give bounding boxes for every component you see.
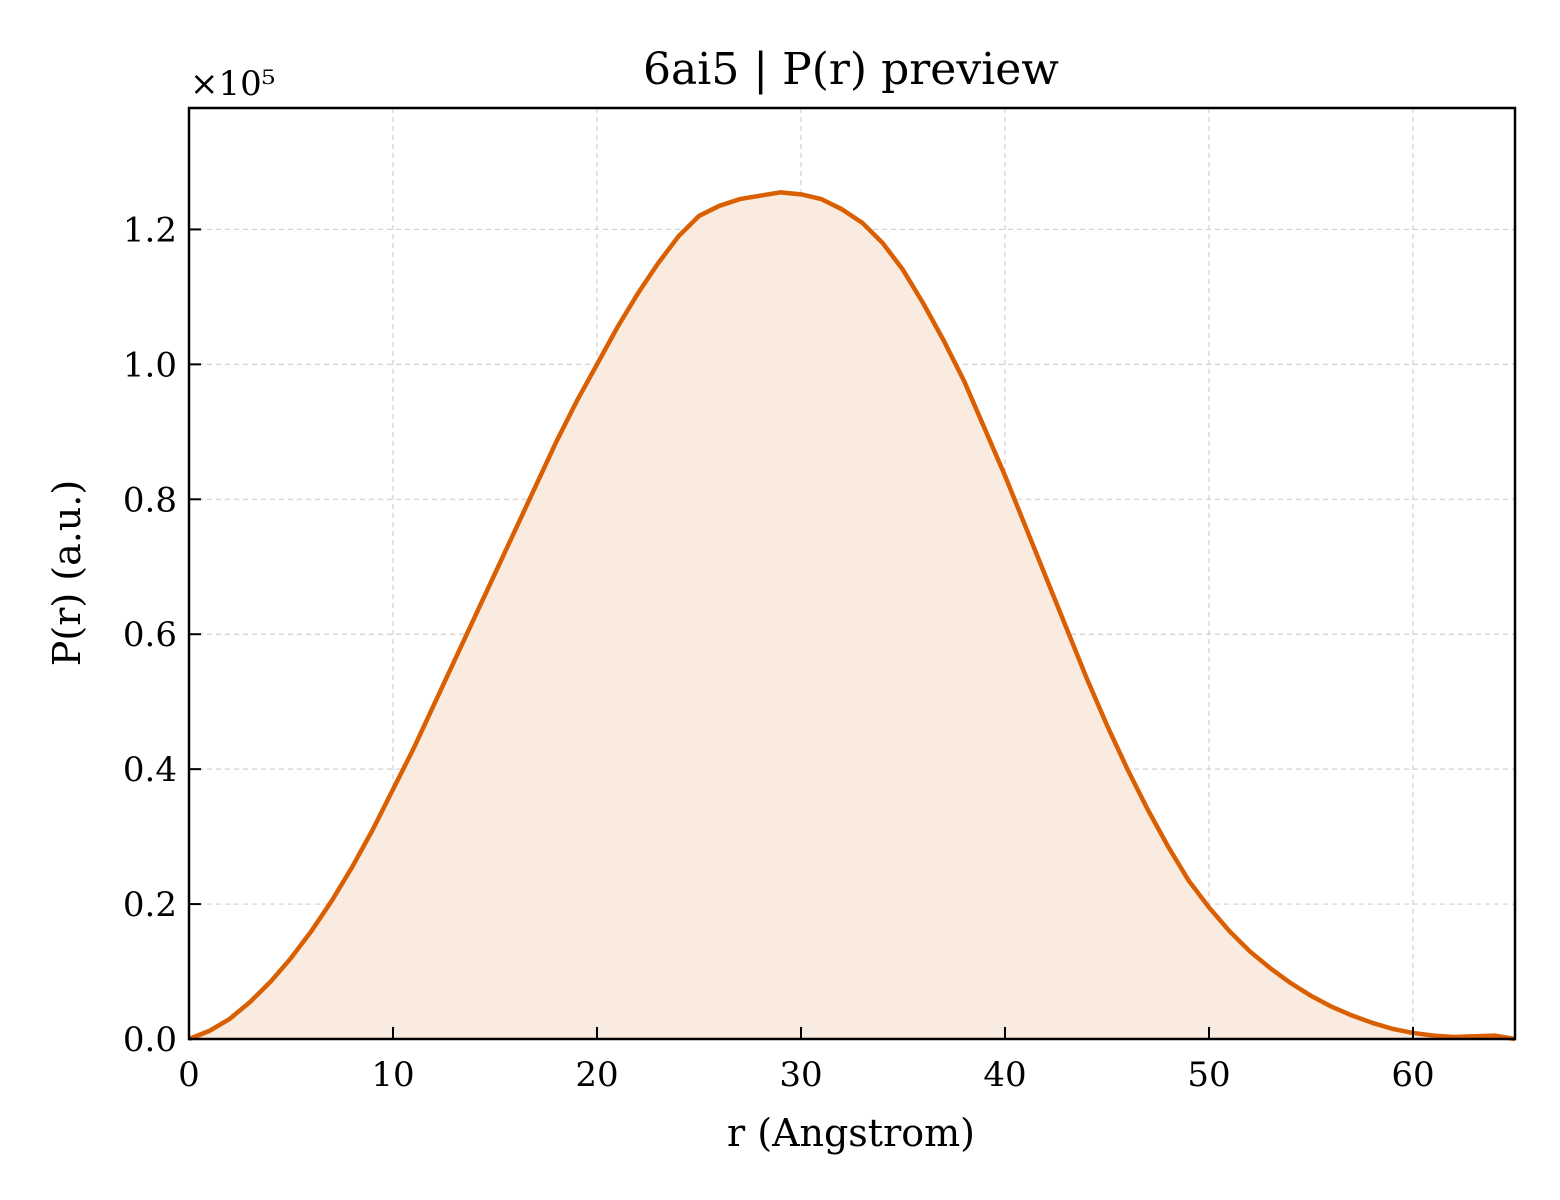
y-axis-ticks: 0.0 0.2 0.4 0.6 0.8 1.0 1.2 (123, 210, 201, 1060)
x-tick-label: 60 (1391, 1055, 1434, 1095)
pr-series-line (188, 190, 1516, 1042)
x-axis-label: r (Angstrom) (727, 1111, 975, 1155)
y-axis-label: P(r) (a.u.) (45, 480, 89, 666)
chart-title: 6ai5 | P(r) preview (643, 44, 1059, 95)
x-tick-label: 30 (779, 1055, 822, 1095)
y-tick-label: 0.8 (123, 480, 177, 520)
x-tick-label: 20 (575, 1055, 618, 1095)
plot-frame (187, 106, 1517, 1041)
x-tick-label: 50 (1187, 1055, 1230, 1095)
y-tick-label: 1.0 (123, 345, 177, 385)
x-tick-label: 40 (983, 1055, 1026, 1095)
pr-area-fill (189, 192, 1515, 1039)
y-tick-label: 0.0 (123, 1020, 177, 1060)
y-multiplier-label: ×10⁵ (190, 64, 275, 104)
x-axis-ticks: 0 10 20 30 40 50 60 (178, 1027, 1435, 1095)
y-tick-label: 1.2 (123, 210, 177, 250)
y-tick-label: 0.6 (123, 615, 177, 655)
x-tick-label: 10 (371, 1055, 414, 1095)
x-tick-label: 0 (178, 1055, 200, 1095)
y-tick-label: 0.4 (123, 750, 177, 790)
y-tick-label: 0.2 (123, 885, 177, 925)
